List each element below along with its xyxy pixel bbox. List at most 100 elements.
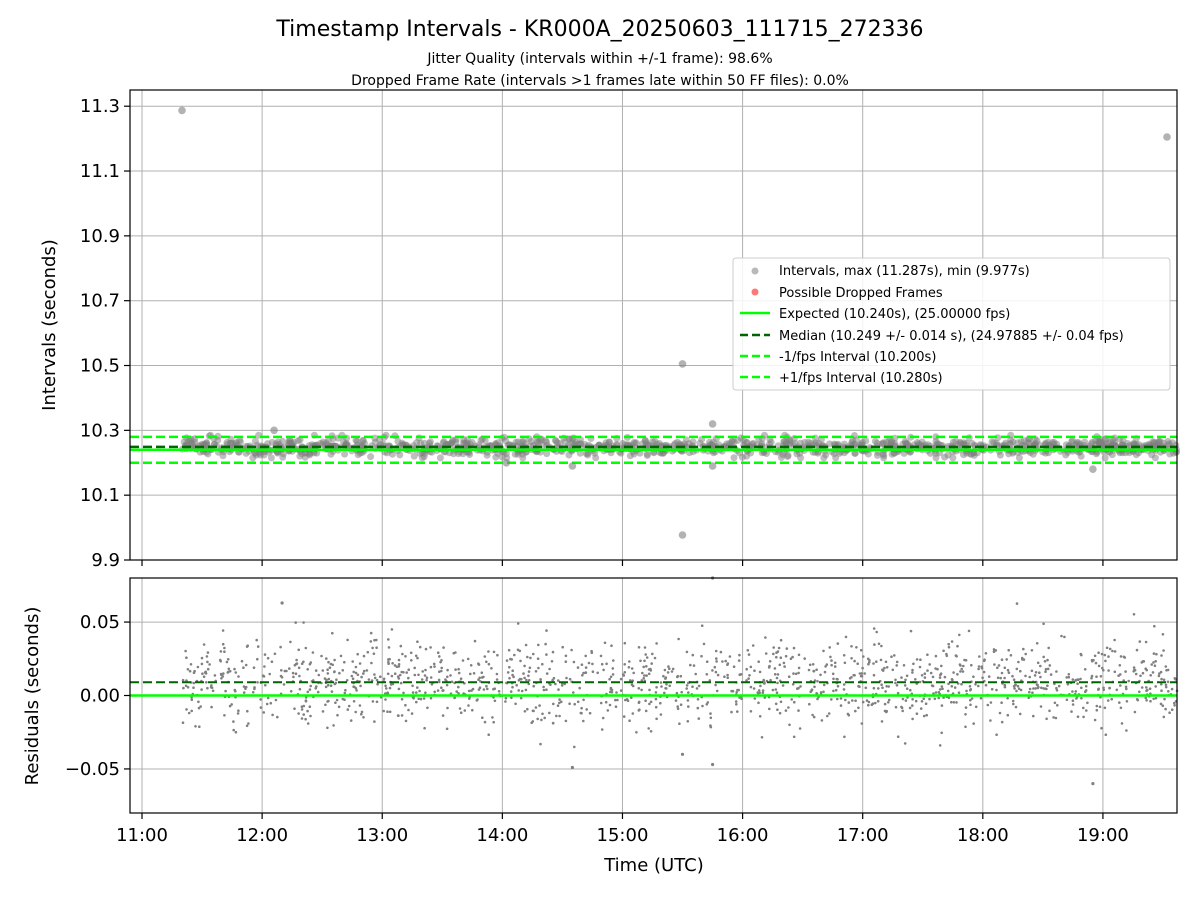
residual-point: [534, 706, 538, 709]
residual-point: [645, 665, 648, 668]
residual-point: [407, 668, 411, 671]
interval-point: [341, 450, 349, 458]
residual-point: [832, 677, 835, 681]
residual-point: [375, 678, 379, 682]
residual-point: [640, 679, 644, 682]
residual-point: [402, 691, 405, 695]
residual-point: [400, 697, 404, 701]
residual-point: [1090, 658, 1094, 662]
residual-point: [1012, 702, 1015, 706]
residual-point: [467, 704, 470, 707]
residual-point: [599, 701, 603, 705]
residual-point: [967, 629, 971, 633]
residual-point: [911, 704, 914, 707]
residual-point: [221, 629, 225, 632]
residual-point: [1108, 686, 1111, 690]
residual-point: [974, 705, 978, 709]
residual-point: [929, 671, 933, 675]
residual-point: [554, 682, 557, 686]
residual-point: [446, 668, 449, 672]
residual-point: [904, 678, 907, 682]
residual-point: [1104, 659, 1107, 663]
residual-point: [1022, 647, 1025, 651]
x-tick-label-6: 17:00: [837, 825, 889, 846]
interval-point: [811, 439, 819, 447]
residual-point: [992, 650, 996, 653]
residual-point: [295, 658, 298, 662]
residual-point: [960, 667, 963, 671]
residual-point: [1028, 675, 1031, 679]
residual-point: [974, 683, 977, 686]
residual-point: [969, 703, 972, 707]
residual-point: [1011, 674, 1014, 678]
residual-point: [371, 646, 374, 650]
residual-point: [956, 673, 959, 676]
residual-point: [425, 676, 429, 679]
residual-point: [647, 672, 651, 676]
residual-point: [610, 644, 613, 647]
residual-point: [769, 678, 772, 682]
residual-point: [934, 654, 938, 658]
residual-point: [794, 672, 798, 676]
residual-point: [757, 660, 760, 663]
residual-point: [508, 665, 511, 669]
residual-point: [423, 674, 427, 677]
residual-point: [300, 717, 304, 720]
interval-point: [313, 449, 321, 457]
residual-point: [951, 692, 955, 695]
residual-point: [400, 670, 404, 674]
residual-point: [558, 714, 561, 718]
residual-point: [265, 702, 269, 706]
interval-point: [420, 453, 428, 461]
residual-point: [1014, 705, 1018, 709]
residual-point: [262, 675, 266, 678]
residual-point: [326, 668, 329, 671]
residual-point: [986, 703, 990, 707]
residual-point: [491, 716, 494, 719]
residual-point: [923, 676, 927, 679]
residual-point: [947, 642, 950, 646]
residual-point: [908, 706, 912, 710]
residual-point: [459, 711, 463, 714]
residual-point: [468, 697, 471, 700]
residual-point: [676, 675, 679, 679]
residual-point: [493, 699, 497, 703]
residual-point: [1154, 685, 1157, 688]
residual-point: [706, 701, 710, 704]
residual-point: [996, 676, 1000, 680]
residual-point: [667, 665, 670, 668]
residual-point: [768, 660, 772, 663]
residual-point: [1070, 710, 1073, 713]
residual-point: [397, 677, 401, 680]
residual-point: [738, 653, 741, 657]
residual-point: [334, 701, 337, 704]
residual-point: [662, 674, 665, 678]
residual-point: [263, 665, 266, 668]
interval-point: [388, 450, 396, 458]
residual-point: [523, 710, 527, 713]
residual-point: [1173, 701, 1176, 705]
y-tick-label-5: 10.9: [80, 226, 120, 247]
residual-point: [263, 653, 267, 656]
residual-point: [939, 673, 942, 677]
residual-point: [877, 642, 881, 646]
residual-point: [709, 712, 712, 715]
residual-point: [478, 676, 482, 680]
residual-point: [321, 669, 325, 672]
residual-point: [1164, 683, 1168, 687]
residual-point: [186, 686, 190, 689]
residual-point: [525, 678, 528, 682]
residual-point: [716, 673, 720, 677]
residual-point: [1003, 676, 1006, 680]
residual-point: [911, 698, 914, 701]
intervals-y-ticks: 9.9 10.1 10.3 10.5 10.7 10.9 11.1 11.3: [80, 96, 130, 571]
residual-point: [926, 653, 929, 656]
residual-point: [285, 669, 288, 673]
residual-point: [482, 675, 485, 679]
residual-point: [853, 659, 856, 663]
residual-point: [415, 691, 418, 694]
residual-point: [524, 688, 528, 692]
residual-point: [773, 667, 777, 670]
interval-point: [932, 437, 940, 445]
residual-point: [643, 659, 646, 663]
